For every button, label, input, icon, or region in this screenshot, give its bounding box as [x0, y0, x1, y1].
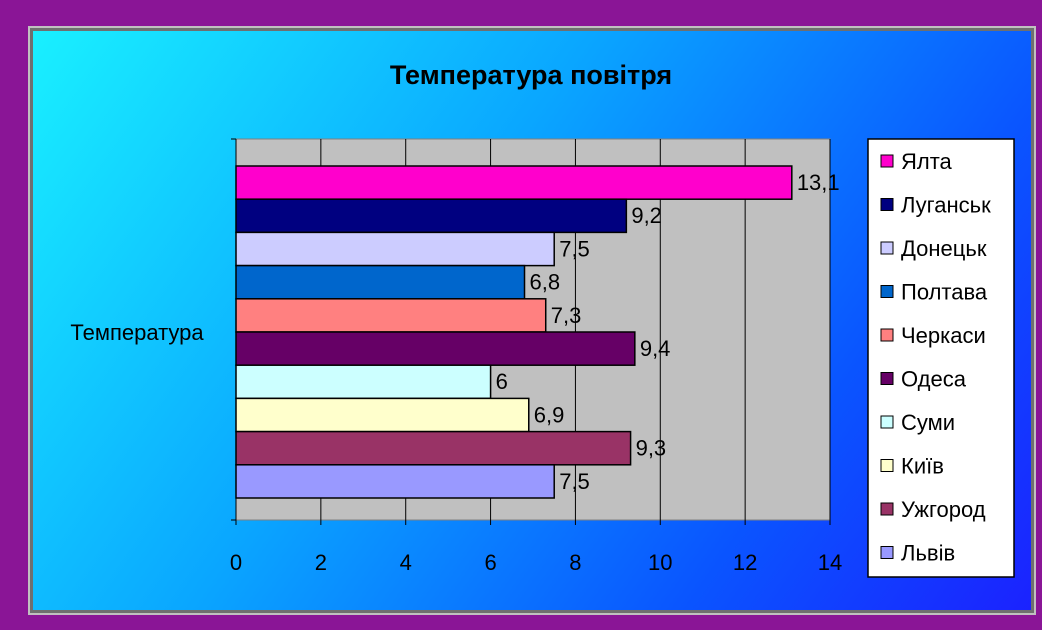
data-label: 9,4	[640, 336, 671, 361]
data-label: 7,5	[559, 236, 590, 261]
bar	[235, 231, 555, 267]
legend-label: Львів	[901, 541, 955, 566]
legend-label: Донецьк	[901, 236, 987, 261]
legend-label: Черкаси	[901, 323, 986, 348]
legend-label: Одеса	[901, 367, 967, 392]
legend-label: Полтава	[901, 280, 988, 305]
plot-area: 0 2 4 6 8 10 12 14 13,1 9,2 7,5 6,8 7,3 9,4 6 6,9 9,3 7,5	[230, 138, 842, 575]
legend-swatch	[880, 415, 894, 429]
legend: Ялта Луганськ Донецьк Полтава Черкаси Одеса Су…	[867, 138, 1015, 578]
legend-swatch	[880, 459, 894, 472]
legend-swatch	[880, 154, 894, 168]
legend-swatch	[880, 328, 894, 342]
category-axis-label: Температура	[70, 320, 204, 345]
bar	[235, 198, 628, 234]
bar	[235, 397, 530, 433]
x-tick-label: 8	[569, 550, 581, 575]
bar	[235, 298, 547, 333]
bar	[235, 430, 632, 466]
data-label: 9,2	[631, 203, 662, 228]
bar	[235, 264, 526, 300]
data-label: 7,3	[551, 303, 582, 328]
legend-label: Луганськ	[901, 193, 991, 218]
data-label: 13,1	[797, 170, 840, 195]
data-label: 7,5	[559, 469, 590, 494]
bar	[235, 331, 636, 366]
legend-swatch	[880, 546, 894, 559]
x-tick-label: 0	[230, 550, 242, 575]
legend-label: Суми	[901, 410, 955, 435]
data-label: 9,3	[636, 436, 667, 461]
legend-swatch	[880, 285, 894, 298]
legend-label: Ялта	[901, 149, 953, 174]
chart-title: Температура повітря	[390, 60, 672, 90]
legend-swatch	[880, 198, 894, 211]
x-tick-label: 2	[315, 550, 327, 575]
legend-swatch	[880, 241, 894, 255]
x-tick-label: 4	[400, 550, 412, 575]
data-label: 6,8	[530, 270, 561, 295]
x-tick-label: 10	[648, 550, 672, 575]
legend-swatch	[880, 372, 894, 385]
bar	[235, 364, 492, 400]
legend-swatch	[880, 502, 894, 516]
bar	[235, 464, 555, 499]
data-label: 6,9	[534, 402, 565, 427]
data-label: 6	[496, 369, 508, 394]
x-tick-label: 6	[484, 550, 496, 575]
legend-label: Ужгород	[901, 497, 986, 522]
legend-label: Київ	[901, 454, 944, 479]
bar	[235, 165, 793, 200]
x-tick-label: 14	[818, 550, 842, 575]
x-tick-label: 12	[733, 550, 757, 575]
